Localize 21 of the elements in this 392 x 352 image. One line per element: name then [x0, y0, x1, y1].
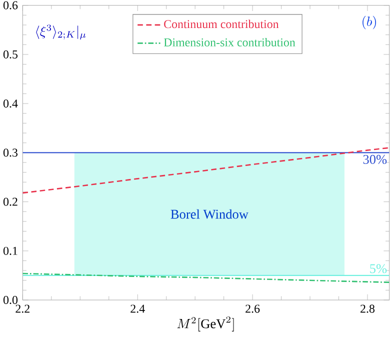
y-tick-label: 0.4: [3, 99, 18, 108]
band-label: Borel Window: [170, 209, 248, 219]
y-tick-label: 0.0: [3, 296, 18, 304]
x-axis-title: $M^2[\mathrm{GeV}^2]$: [177, 316, 234, 332]
line-series: [22, 147, 390, 194]
annotation: $(b)$: [362, 16, 376, 30]
y-tick-label: 0.2: [3, 198, 18, 206]
x-tick-label: 2.2: [16, 304, 30, 313]
y-tick-label: 0.5: [3, 50, 18, 59]
text: Dimension-six contribution: [164, 38, 296, 46]
line-series: [22, 272, 390, 283]
ref-line-label: 30%: [363, 154, 387, 164]
x-tick-label: 2.4: [130, 304, 145, 313]
ref-line-label: 5%: [370, 264, 387, 274]
x-tick-label: 2.6: [246, 304, 260, 313]
y-tick-label: 0.1: [3, 246, 18, 255]
y-axis-title: $\langle\xi^3\rangle_{2;K}|_\mu$: [36, 24, 86, 40]
text: Continuum contribution: [164, 20, 279, 28]
y-tick-label: 0.3: [3, 148, 18, 157]
y-tick-label: 0.6: [3, 1, 18, 10]
x-tick-label: 2.8: [360, 304, 375, 313]
